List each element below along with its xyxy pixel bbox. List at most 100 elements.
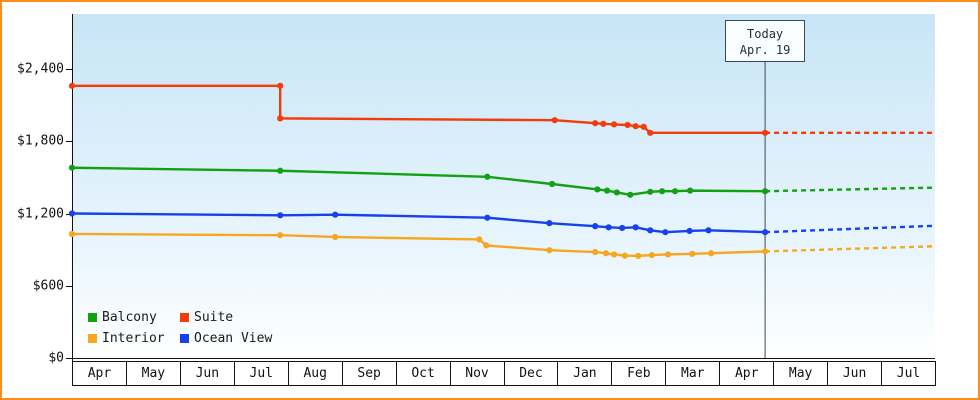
month-cell-2: Jun xyxy=(179,362,234,385)
data-point xyxy=(686,227,693,235)
data-point xyxy=(647,188,654,195)
plot-background xyxy=(72,14,935,358)
legend-item-ocean-view: Ocean View xyxy=(180,331,272,346)
data-point xyxy=(592,120,599,127)
data-point xyxy=(68,210,76,217)
data-point xyxy=(640,123,647,130)
data-point xyxy=(551,117,558,124)
data-point xyxy=(632,123,639,130)
month-cell-13: May xyxy=(773,362,827,385)
legend-label: Balcony xyxy=(102,310,157,325)
data-point xyxy=(610,121,618,128)
data-point xyxy=(647,129,654,136)
forecast-line xyxy=(765,186,936,193)
data-point xyxy=(761,229,769,236)
legend-label: Suite xyxy=(194,310,234,325)
data-point xyxy=(664,251,672,258)
data-point xyxy=(621,252,628,259)
data-point xyxy=(761,248,769,255)
data-point xyxy=(619,224,626,232)
data-point xyxy=(627,191,634,198)
data-point xyxy=(548,180,556,188)
data-point xyxy=(708,250,715,257)
data-point xyxy=(671,188,679,195)
forecast-line xyxy=(765,224,936,234)
month-cell-1: May xyxy=(125,362,180,385)
month-cell-5: Sep xyxy=(341,362,396,385)
data-point xyxy=(332,211,339,218)
data-point xyxy=(613,189,620,196)
data-point xyxy=(761,188,769,195)
data-point xyxy=(600,120,607,127)
data-point xyxy=(610,251,618,258)
month-cell-15: Jul xyxy=(881,362,935,385)
legend-item-interior: Interior xyxy=(88,331,180,346)
legend-swatch xyxy=(180,334,189,343)
x-axis-month-row: Apr May Jun Jul Aug Sep Oct Nov Dec Jan Feb Mar Apr M… xyxy=(72,361,936,386)
chart-legend: Balcony Suite Interior Ocean View xyxy=(88,310,272,346)
data-point xyxy=(546,220,553,227)
month-cell-6: Oct xyxy=(395,362,450,385)
data-point xyxy=(602,250,610,257)
month-cell-11: Mar xyxy=(665,362,719,385)
forecast-line xyxy=(765,245,936,253)
series-ocean-view xyxy=(68,210,936,236)
data-point xyxy=(647,227,654,234)
data-point xyxy=(484,173,491,180)
data-point xyxy=(658,188,666,195)
today-marker-box: Today Apr. 19 xyxy=(725,20,806,62)
data-point xyxy=(632,224,639,231)
legend-swatch xyxy=(180,313,189,322)
data-point xyxy=(277,212,284,219)
data-point xyxy=(662,229,669,236)
price-line xyxy=(70,232,767,258)
today-date-label: Apr. 19 xyxy=(739,43,791,57)
data-point xyxy=(592,248,599,256)
price-line xyxy=(70,212,767,234)
month-cell-3: Jul xyxy=(233,362,288,385)
data-point xyxy=(687,187,694,194)
data-point xyxy=(761,129,769,136)
series-suite xyxy=(68,82,935,136)
legend-swatch xyxy=(88,313,97,322)
month-cell-8: Dec xyxy=(503,362,558,385)
legend-item-suite: Suite xyxy=(180,310,272,325)
data-point xyxy=(635,252,642,259)
data-point xyxy=(68,82,76,89)
data-point xyxy=(594,186,601,193)
month-cell-9: Jan xyxy=(557,362,611,385)
data-point xyxy=(546,247,553,254)
month-cell-10: Feb xyxy=(611,362,665,385)
legend-label: Interior xyxy=(102,331,165,346)
data-point xyxy=(603,187,611,194)
data-point xyxy=(484,214,491,221)
month-cell-0: Apr xyxy=(87,366,112,381)
data-point xyxy=(332,233,339,241)
data-point xyxy=(277,82,284,89)
month-cell-14: Jun xyxy=(827,362,881,385)
month-cell-4: Aug xyxy=(287,362,342,385)
today-label: Today xyxy=(747,27,784,41)
series-balcony xyxy=(68,164,936,198)
data-point xyxy=(476,236,483,243)
data-point xyxy=(689,250,696,257)
data-point xyxy=(277,167,284,174)
data-point xyxy=(277,115,284,122)
month-cell-7: Nov xyxy=(449,362,504,385)
data-point xyxy=(68,230,76,238)
legend-item-balcony: Balcony xyxy=(88,310,180,325)
series-interior xyxy=(68,230,936,259)
data-point xyxy=(624,121,631,129)
data-point xyxy=(277,232,284,239)
legend-label: Ocean View xyxy=(194,331,273,346)
data-point xyxy=(705,227,712,234)
legend-swatch xyxy=(88,334,97,343)
month-cell-12: Apr xyxy=(719,362,773,385)
data-point xyxy=(483,242,490,249)
data-point xyxy=(592,223,599,230)
data-point xyxy=(648,251,655,259)
data-point xyxy=(68,164,76,171)
data-point xyxy=(605,224,612,231)
